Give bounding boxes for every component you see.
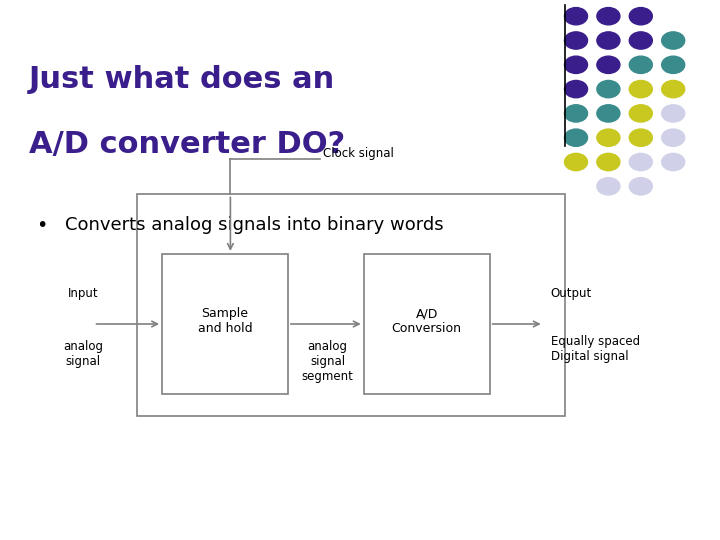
- Bar: [364, 254, 490, 394]
- Text: A/D
Conversion: A/D Conversion: [392, 307, 462, 335]
- Text: A/D converter DO?: A/D converter DO?: [29, 130, 345, 159]
- Circle shape: [564, 129, 588, 146]
- Text: analog
signal
segment: analog signal segment: [302, 340, 354, 383]
- Circle shape: [629, 32, 652, 49]
- Circle shape: [629, 105, 652, 122]
- Circle shape: [597, 32, 620, 49]
- Circle shape: [597, 8, 620, 25]
- Circle shape: [564, 105, 588, 122]
- Text: Sample
and hold: Sample and hold: [198, 307, 252, 335]
- Circle shape: [564, 56, 588, 73]
- Circle shape: [662, 105, 685, 122]
- Circle shape: [662, 80, 685, 98]
- Circle shape: [597, 178, 620, 195]
- Text: •: •: [36, 216, 48, 235]
- Circle shape: [597, 105, 620, 122]
- Text: Clock signal: Clock signal: [323, 147, 393, 160]
- Circle shape: [629, 178, 652, 195]
- Circle shape: [662, 56, 685, 73]
- Circle shape: [629, 8, 652, 25]
- Circle shape: [597, 153, 620, 171]
- Text: analog
signal: analog signal: [63, 340, 103, 368]
- Circle shape: [564, 153, 588, 171]
- Circle shape: [564, 80, 588, 98]
- Circle shape: [629, 80, 652, 98]
- Bar: [137, 194, 565, 416]
- Circle shape: [629, 129, 652, 146]
- Text: Output: Output: [551, 287, 592, 300]
- Text: Input: Input: [68, 287, 98, 300]
- Text: Just what does an: Just what does an: [29, 65, 335, 94]
- Text: Converts analog signals into binary words: Converts analog signals into binary word…: [65, 216, 444, 234]
- Bar: [162, 254, 288, 394]
- Circle shape: [597, 80, 620, 98]
- Circle shape: [597, 129, 620, 146]
- Circle shape: [564, 8, 588, 25]
- Text: Equally spaced
Digital signal: Equally spaced Digital signal: [551, 335, 640, 363]
- Circle shape: [629, 56, 652, 73]
- Circle shape: [662, 129, 685, 146]
- Circle shape: [662, 32, 685, 49]
- Circle shape: [662, 153, 685, 171]
- Circle shape: [629, 153, 652, 171]
- Circle shape: [564, 32, 588, 49]
- Circle shape: [597, 56, 620, 73]
